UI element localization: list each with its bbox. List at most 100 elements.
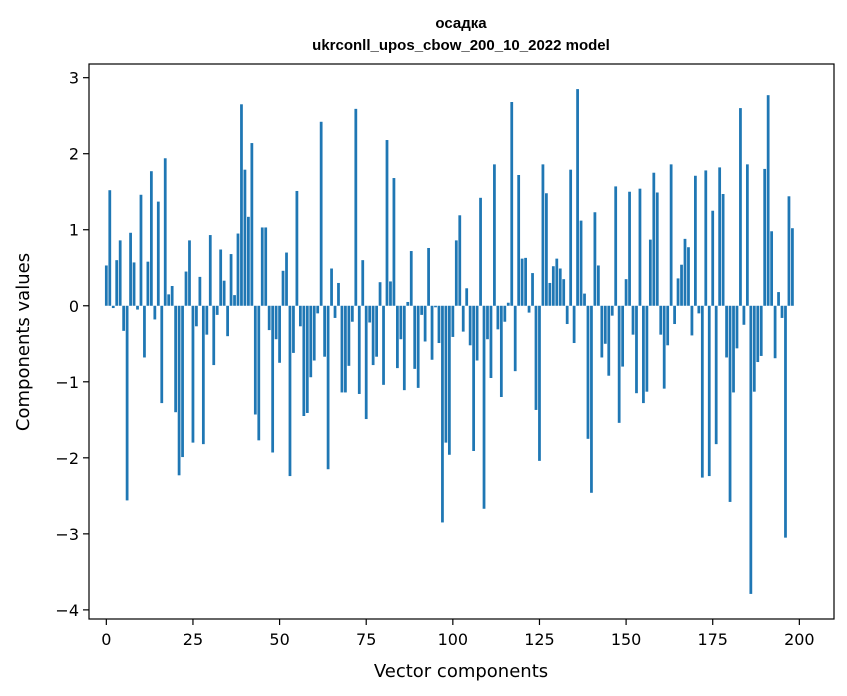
bar	[482, 305, 486, 509]
bar	[673, 305, 676, 325]
bar	[219, 249, 223, 306]
bar	[347, 305, 351, 366]
bar	[184, 271, 188, 306]
bar	[555, 258, 559, 306]
bar	[763, 168, 767, 306]
bar	[569, 169, 573, 306]
bar	[548, 282, 552, 306]
bar	[229, 254, 233, 306]
bar	[430, 305, 434, 360]
bar	[600, 305, 604, 358]
bar	[510, 102, 514, 306]
bar	[340, 305, 344, 393]
bar	[565, 305, 569, 325]
bar	[396, 305, 399, 369]
bar	[292, 305, 295, 353]
bar	[129, 232, 132, 306]
bar	[181, 305, 184, 458]
bar	[756, 305, 760, 363]
bar	[274, 305, 278, 340]
x-tick-label: 100	[438, 630, 469, 649]
bar	[136, 305, 139, 310]
bar	[333, 305, 337, 318]
bar	[728, 305, 732, 502]
bar	[295, 190, 299, 306]
bar	[638, 188, 642, 306]
bar	[506, 302, 510, 306]
bar	[513, 305, 517, 372]
bar	[454, 240, 458, 306]
bar	[444, 305, 448, 443]
bar	[527, 305, 531, 313]
y-tick-label: 2	[69, 145, 79, 164]
bar	[593, 212, 597, 306]
bar	[153, 305, 157, 320]
bar	[104, 265, 108, 306]
bar	[676, 278, 680, 306]
bar	[354, 108, 358, 306]
bar	[503, 305, 507, 322]
bar	[205, 305, 209, 335]
y-tick-label: 0	[69, 297, 79, 316]
bar	[344, 305, 347, 393]
bar	[479, 197, 482, 306]
bar	[278, 305, 281, 363]
bar	[156, 201, 160, 306]
bar	[260, 227, 264, 306]
bar	[208, 235, 212, 306]
bar	[628, 191, 631, 306]
bar	[226, 305, 229, 337]
bar	[174, 305, 178, 413]
bar	[468, 305, 472, 346]
bar	[257, 305, 261, 441]
bar	[267, 305, 271, 331]
chart-title: осадка	[435, 15, 487, 32]
bar	[739, 108, 742, 306]
bar	[378, 282, 382, 306]
bar	[212, 305, 216, 366]
bar	[201, 305, 205, 445]
bar	[143, 305, 146, 358]
bar	[368, 305, 372, 323]
bar	[125, 305, 129, 501]
bar	[493, 164, 496, 306]
bar	[406, 301, 410, 306]
bar	[721, 194, 725, 306]
bar	[465, 288, 469, 306]
bar	[250, 143, 254, 306]
bar	[538, 305, 541, 461]
bar	[434, 305, 437, 308]
bar	[461, 305, 465, 332]
bar	[784, 305, 787, 538]
bar	[191, 305, 195, 443]
y-axis: −4 −3 −2 −1 0 1 2 3	[55, 69, 89, 620]
plot-area-frame	[88, 63, 835, 620]
bar	[752, 305, 756, 392]
bar	[427, 247, 430, 306]
bar	[271, 305, 275, 453]
bar	[357, 305, 361, 394]
bar	[770, 231, 774, 306]
bar	[281, 270, 285, 306]
bar	[305, 305, 309, 413]
bar	[392, 178, 396, 306]
bar	[437, 305, 441, 344]
bar	[326, 305, 330, 470]
x-axis: 0 25 50 75 100 125 150 175 200	[101, 619, 815, 649]
bar	[496, 305, 500, 330]
bar	[534, 305, 538, 410]
bar	[725, 305, 728, 358]
bar	[659, 305, 663, 335]
bar	[499, 305, 503, 397]
bar	[545, 193, 548, 306]
bar	[302, 305, 306, 417]
bar	[337, 282, 340, 306]
bar	[617, 305, 621, 423]
bar	[562, 279, 566, 306]
bar	[680, 264, 683, 306]
bar	[583, 293, 586, 306]
y-axis-label: Components values	[13, 253, 34, 431]
bar	[288, 305, 292, 477]
bar	[735, 305, 739, 349]
